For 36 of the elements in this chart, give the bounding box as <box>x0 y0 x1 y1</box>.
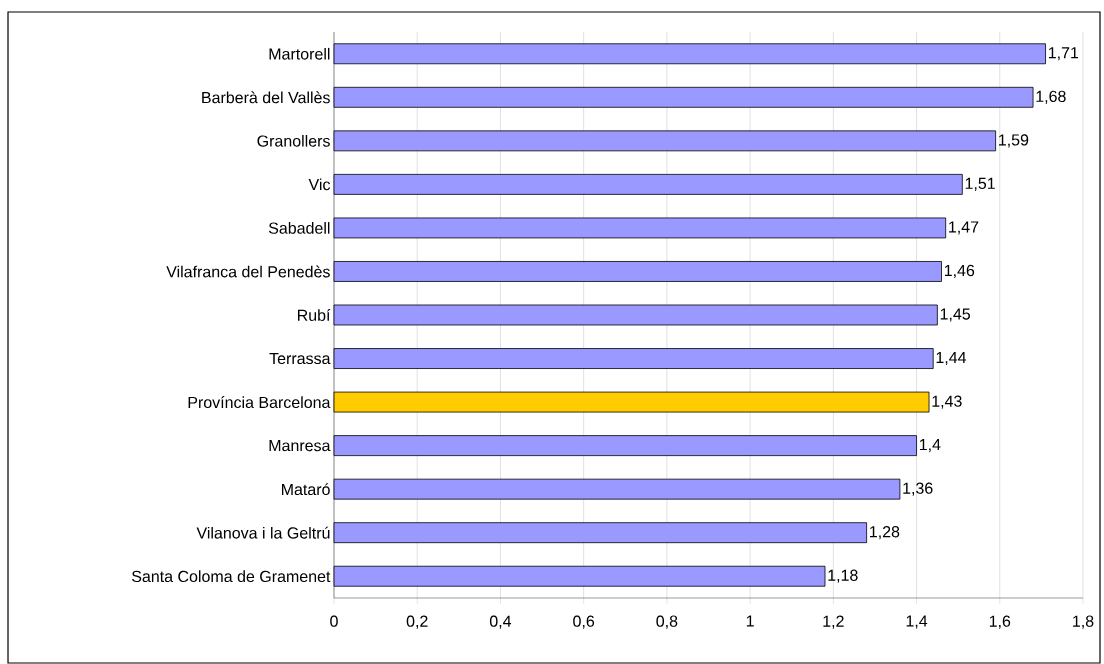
x-tick-label: 0,2 <box>406 615 428 629</box>
y-tick-label: Rubí <box>297 309 331 321</box>
data-label: 1,71 <box>1048 47 1079 61</box>
x-tick-label: 0,4 <box>489 615 512 629</box>
data-label: 1,47 <box>949 221 979 235</box>
y-tick-label: Manresa <box>269 440 331 452</box>
y-tick-label: Vilafranca del Penedès <box>166 265 330 278</box>
x-tick-label: 1,6 <box>989 615 1011 629</box>
x-tick-label: 0 <box>330 615 338 627</box>
y-tick-label: Martorell <box>269 47 330 60</box>
data-label: 1,43 <box>932 395 962 409</box>
y-tick-label: Província Barcelona <box>188 396 331 409</box>
x-tick-label: 1,2 <box>823 615 844 629</box>
y-tick-label: Barberà del Vallès <box>202 91 330 104</box>
data-label: 1,4 <box>919 439 941 453</box>
y-tick-label: Vilanova i la Geltrú <box>196 526 330 539</box>
data-label: 1,18 <box>828 569 858 583</box>
data-label: 1,59 <box>999 134 1029 148</box>
y-tick-label: Santa Coloma de Gramenet <box>131 570 331 583</box>
data-label: 1,68 <box>1036 90 1066 104</box>
x-tick-label: 1 <box>746 615 754 627</box>
x-tick-label: 0,6 <box>573 615 595 629</box>
data-label: 1,28 <box>870 526 900 540</box>
data-label: 1,44 <box>936 352 967 366</box>
data-label: 1,36 <box>903 482 933 496</box>
y-tick-label: Granollers <box>257 134 330 147</box>
data-label: 1,46 <box>944 264 975 279</box>
x-tick-label: 0,8 <box>656 615 678 629</box>
y-tick-label: Sabadell <box>268 222 330 234</box>
x-tick-label: 1,4 <box>906 615 928 629</box>
y-tick-label: Terrassa <box>269 352 331 365</box>
x-tick-label: 1,8 <box>1073 615 1094 629</box>
data-label: 1,45 <box>940 308 971 322</box>
data-label: 1,51 <box>965 177 995 191</box>
y-tick-label: Mataró <box>281 483 330 496</box>
y-tick-label: Vic <box>308 178 331 191</box>
